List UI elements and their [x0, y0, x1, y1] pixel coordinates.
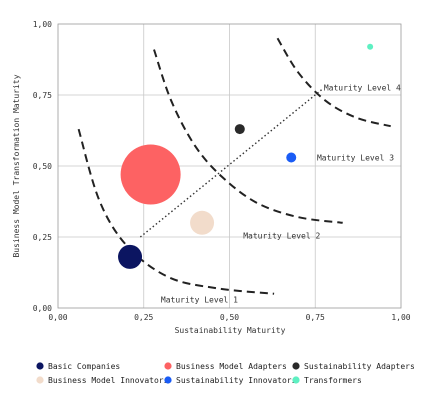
- x-tick-label: 1,00: [391, 313, 410, 322]
- tick-labels: 0,00 0,25 0,50 0,75 1,00 0,00 0,25 0,50 0,75 1,00: [33, 20, 411, 322]
- dotted-trend-line: [139, 88, 323, 238]
- x-tick-label: 0,50: [220, 313, 239, 322]
- legend-swatch: [36, 362, 44, 370]
- legend-swatch: [164, 376, 172, 384]
- grid-lines: [58, 24, 401, 308]
- legend-item: Sustainability Adapters: [292, 362, 415, 371]
- y-tick-label: 0,75: [33, 91, 52, 100]
- trend-line: [139, 88, 323, 238]
- legend-label: Business Model Innovators: [48, 376, 169, 385]
- bubble-sustainability-innovators: [286, 152, 297, 163]
- legend-label: Transformers: [304, 376, 362, 385]
- y-tick-label: 1,00: [33, 20, 52, 29]
- maturity-curve-2: [153, 49, 343, 224]
- legend-label: Sustainability Adapters: [304, 362, 415, 371]
- legend-label: Business Model Adapters: [176, 362, 287, 371]
- maturity-level-4-label: Maturity Level 4: [324, 84, 401, 93]
- y-tick-label: 0,25: [33, 233, 52, 242]
- legend-item: Sustainability Innovators: [164, 376, 297, 385]
- legend-item: Business Model Innovators: [36, 376, 169, 385]
- plot-border: [57, 23, 402, 309]
- maturity-level-2-label: Maturity Level 2: [243, 231, 320, 240]
- bubble-basic-companies: [118, 244, 143, 269]
- bubble-transformers: [367, 43, 374, 50]
- legend-swatch: [36, 376, 44, 384]
- maturity-level-labels: Maturity Level 1 Maturity Level 2 Maturity…: [161, 84, 401, 305]
- maturity-curves: [77, 37, 391, 295]
- legend-item: Transformers: [292, 376, 362, 385]
- y-tick-label: 0,50: [33, 162, 52, 171]
- x-axis-title: Sustainability Maturity: [175, 326, 286, 335]
- legend-label: Basic Companies: [48, 362, 120, 371]
- bubble-business-model-adapters: [120, 144, 181, 205]
- legend-item: Basic Companies: [36, 362, 120, 371]
- y-tick-label: 0,00: [33, 304, 52, 313]
- bubble-sustainability-adapters: [234, 124, 245, 135]
- x-tick-label: 0,25: [134, 313, 153, 322]
- maturity-level-3-label: Maturity Level 3: [317, 153, 394, 162]
- bubbles: [118, 43, 374, 269]
- legend-item: Business Model Adapters: [164, 362, 287, 371]
- maturity-curve-1: [77, 128, 275, 295]
- legend-swatch: [164, 362, 172, 370]
- x-tick-label: 0,75: [306, 313, 325, 322]
- bubble-business-model-innovators: [190, 210, 215, 235]
- maturity-curve-3: [276, 37, 391, 128]
- y-axis-title: Business Model Transformation Maturity: [12, 74, 21, 257]
- legend-label: Sustainability Innovators: [176, 376, 297, 385]
- legend-swatch: [292, 376, 300, 384]
- maturity-level-1-label: Maturity Level 1: [161, 295, 238, 304]
- plot-frame: [57, 23, 402, 309]
- x-tick-label: 0,00: [48, 313, 67, 322]
- legend: Basic Companies Business Model Adapters Su…: [36, 362, 415, 385]
- legend-swatch: [292, 362, 300, 370]
